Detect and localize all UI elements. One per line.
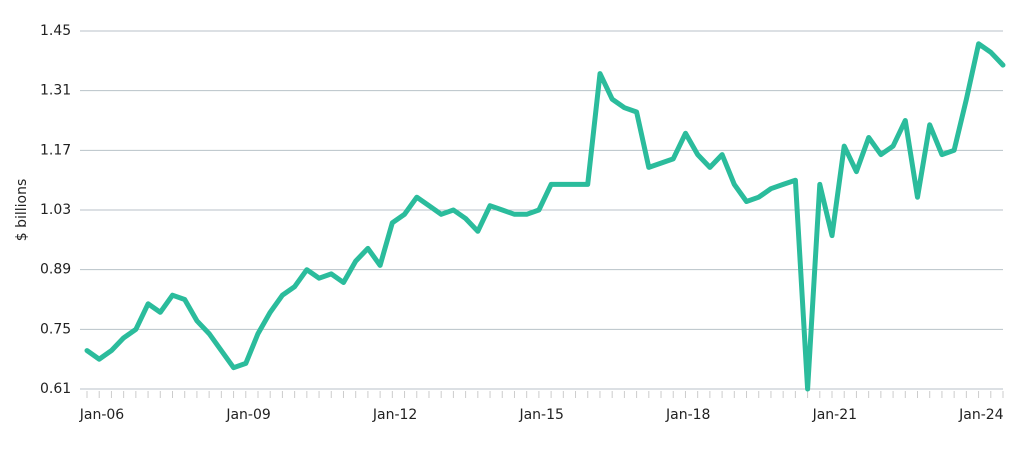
y-tick-label: 1.03 xyxy=(40,202,71,218)
x-tick-label: Jan-15 xyxy=(518,407,563,423)
y-axis-label: $ billions xyxy=(14,179,30,242)
x-tick-label: Jan-06 xyxy=(79,407,125,423)
x-tick-label: Jan-12 xyxy=(372,407,417,423)
y-tick-label: 1.17 xyxy=(40,142,71,158)
series-line xyxy=(84,41,1006,392)
x-tick-label: Jan-18 xyxy=(665,407,710,423)
y-tick-label: 0.75 xyxy=(40,321,71,337)
y-tick-label: 1.31 xyxy=(40,83,71,99)
x-tick-label: Jan-24 xyxy=(958,407,1004,423)
y-tick-label: 0.89 xyxy=(40,262,71,278)
x-tick-label: Jan-21 xyxy=(812,407,857,423)
y-tick-label: 0.61 xyxy=(40,381,71,397)
x-tick-label: Jan-09 xyxy=(225,407,270,423)
y-tick-label: 1.45 xyxy=(40,23,71,39)
